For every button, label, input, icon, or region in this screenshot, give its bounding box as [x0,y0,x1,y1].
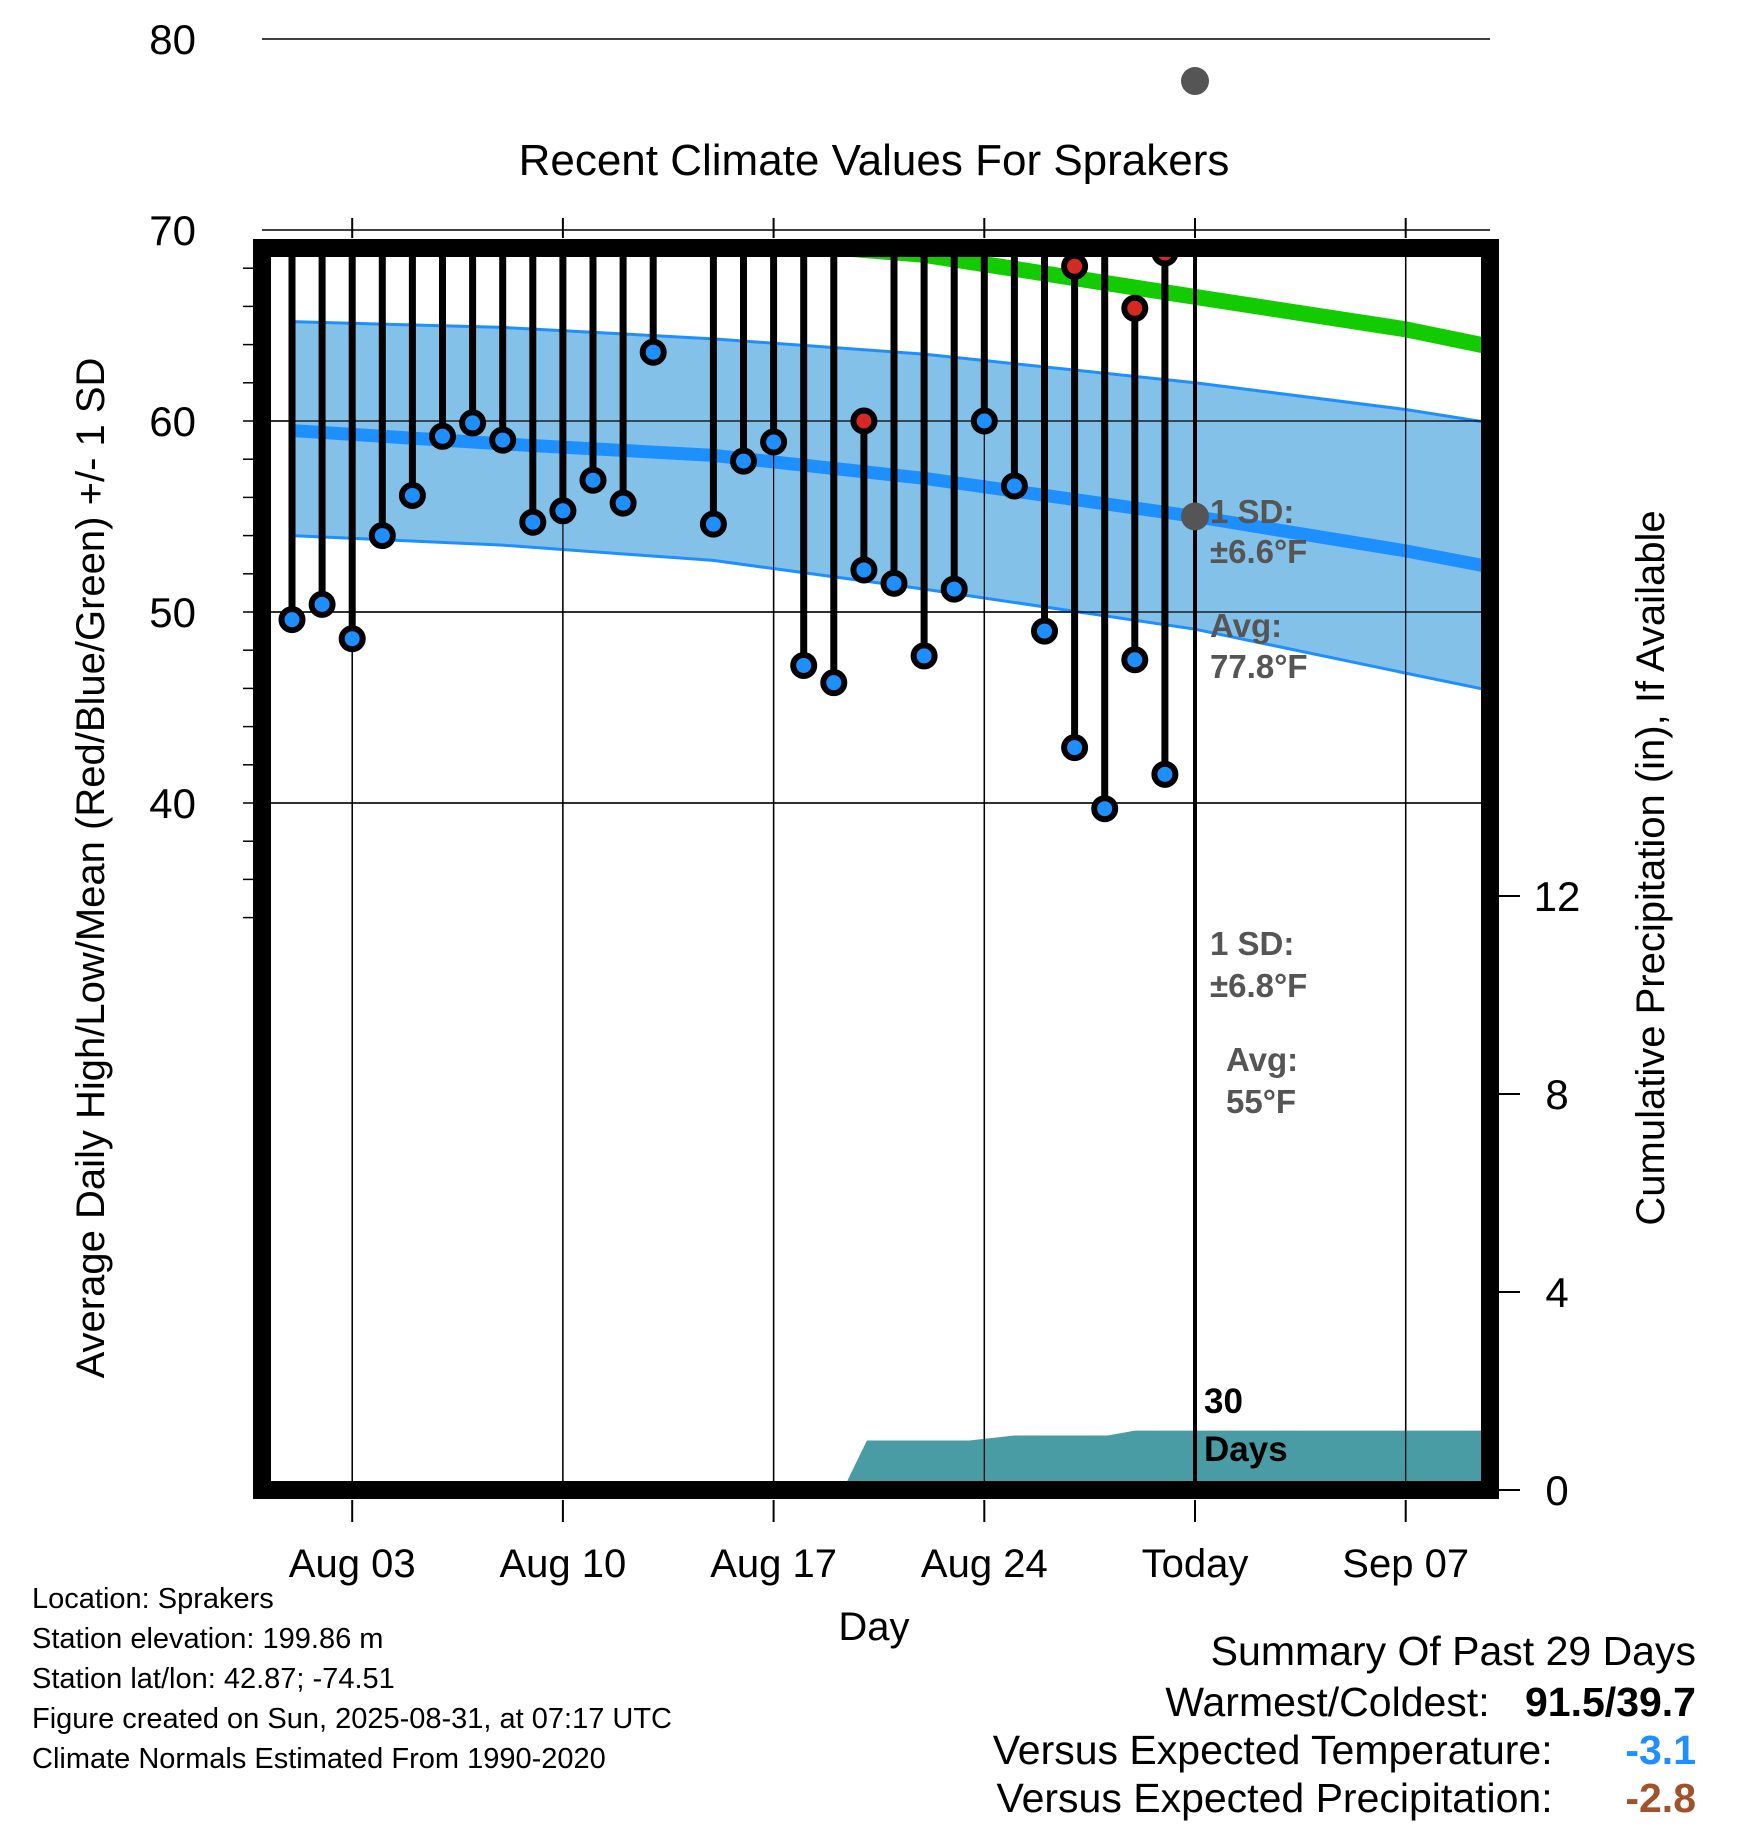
temp-departure-row: Versus Expected Temperature: -3.1 [993,1727,1696,1774]
precip-area [842,1430,1490,1490]
daily-low-point [1151,760,1179,788]
daily-low-point [609,489,637,517]
created-text: Figure created on Sun, 2025-08-31, at 07… [32,1703,672,1735]
y-tick-label: 60 [149,398,196,445]
y2-tick-label: 4 [1545,1269,1568,1316]
daily-low-point [579,466,607,494]
x-tick-label: Aug 17 [710,1542,837,1586]
daily-low-point [639,338,667,366]
high-sd-label: 1 SD: [1210,493,1294,530]
y-tick-label: 70 [149,207,196,254]
daily-low-point [880,569,908,597]
daily-low-point [970,407,998,435]
precip-departure-value: -2.8 [1625,1775,1696,1821]
temp-departure-label: Versus Expected Temperature: [992,1727,1553,1773]
location-text: Location: Sprakers [32,1583,274,1615]
elevation-text: Station elevation: 199.86 m [32,1623,384,1655]
today-high-avg-marker [1181,67,1209,96]
daily-high-point [342,23,363,44]
daily-low-point [850,556,878,584]
low-sd-label: 1 SD: [1210,925,1294,962]
daily-low-point [278,606,306,634]
normals-text: Climate Normals Estimated From 1990-2020 [32,1743,606,1775]
summary-heading: Summary Of Past 29 Days [1210,1628,1696,1674]
daily-high-point [492,0,513,9]
daily-low-point [1000,472,1028,500]
daily-low-point [790,651,818,679]
daily-low-point [398,481,426,509]
y2-axis-title: Cumulative Precipitation (in), If Availa… [1629,510,1673,1225]
x-tick-label: Today [1142,1542,1249,1586]
daily-high-point [282,122,303,143]
high-avg-value: 77.8°F [1210,648,1308,685]
warmest-coldest-row: Warmest/Coldest: 91.5/39.7 [1165,1679,1696,1726]
daily-low-point [429,422,456,450]
chart-title: Recent Climate Values For Sprakers [519,136,1230,185]
daily-low-point [489,426,517,454]
daily-low-point [910,642,938,670]
daily-low-point [699,510,727,538]
low-sd-value: ±6.8°F [1210,967,1307,1004]
y2-tick-label: 0 [1545,1467,1568,1514]
daily-low-point [519,508,547,536]
daily-low-point [308,590,336,618]
high-avg-label: Avg: [1210,607,1282,644]
y-tick-label: 40 [149,780,196,827]
x-axis-title: Day [838,1605,909,1649]
daily-low-point [1121,646,1149,674]
daily-low-point [338,625,366,653]
plot-frame [253,239,1499,1499]
today-days-number: 30 [1204,1382,1243,1421]
daily-low-point [1061,734,1089,762]
daily-low-point [730,447,757,475]
low-avg-value: 55°F [1226,1083,1296,1120]
x-tick-label: Aug 03 [289,1542,416,1586]
y2-tick-label: 8 [1545,1071,1568,1118]
x-tick-label: Aug 10 [500,1542,627,1586]
warmest-coldest-value: 91.5/39.7 [1525,1679,1696,1725]
latlon-text: Station lat/lon: 42.87; -74.51 [32,1663,395,1695]
plot-area [262,0,1490,1490]
today-days-word: Days [1204,1430,1288,1469]
precip-departure-row: Versus Expected Precipitation: -2.8 [997,1775,1697,1822]
daily-low-point [549,497,577,525]
daily-high-point [432,19,453,40]
daily-low-point [1031,617,1058,645]
precip-departure-label: Versus Expected Precipitation: [996,1775,1553,1821]
daily-low-point [368,522,396,550]
daily-low-point [459,409,487,437]
daily-high-point [1121,294,1149,322]
y-tick-label: 80 [149,16,196,63]
daily-low-point [1091,795,1119,823]
daily-high-point [312,122,333,143]
station-info: Location: Sprakers Station elevation: 19… [32,1582,672,1782]
high-sd-value: ±6.6°F [1210,533,1307,570]
temp-departure-value: -3.1 [1625,1727,1696,1773]
daily-low-point [760,428,788,456]
daily-low-point [940,575,968,603]
summary-panel: Summary Of Past 29 Days Warmest/Coldest:… [696,0,1696,1828]
today-low-avg-marker [1181,502,1209,531]
daily-high-point [850,407,878,435]
y-tick-label: 50 [149,589,196,636]
y2-tick-label: 12 [1534,873,1581,920]
warmest-coldest-label: Warmest/Coldest: [1165,1679,1490,1725]
y-axis-title: Average Daily High/Low/Mean (Red/Blue/Gr… [69,358,113,1379]
x-tick-label: Aug 24 [921,1542,1048,1586]
low-avg-label: Avg: [1226,1041,1298,1078]
daily-low-point [820,669,848,697]
x-tick-label: Sep 07 [1342,1542,1469,1586]
